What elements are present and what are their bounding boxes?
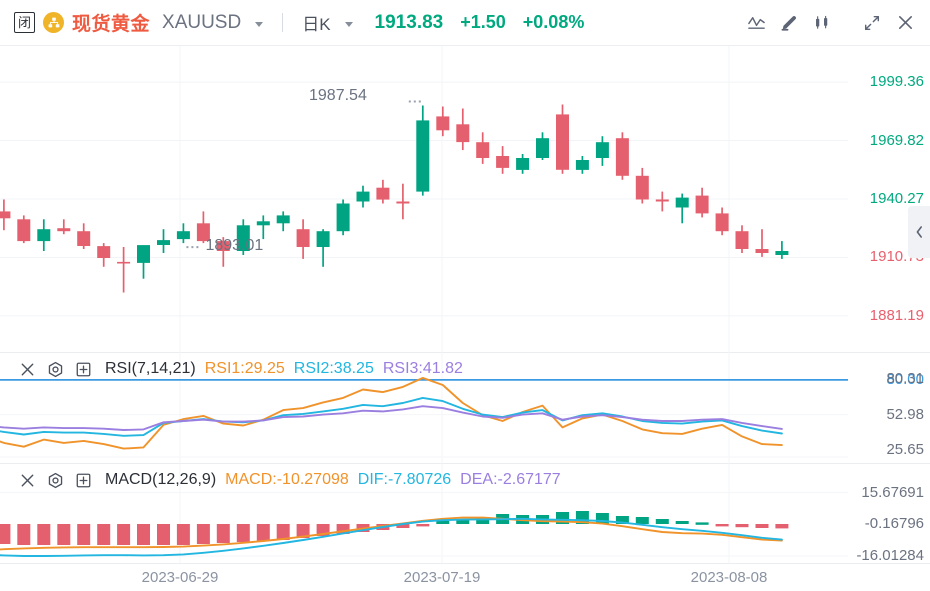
- rsi-axis-label: 25.65: [886, 440, 924, 458]
- dif-value: DIF:-7.80726: [357, 471, 452, 488]
- macd-legend: MACD(12,26,9) MACD:-10.27098 DIF:-7.8072…: [0, 467, 561, 493]
- rsi-settings-icon[interactable]: [46, 360, 65, 379]
- macd-add-icon[interactable]: [74, 471, 93, 490]
- macd-name: MACD(12,26,9): [105, 471, 217, 488]
- compare-candles-icon[interactable]: [807, 8, 837, 38]
- price-axis-label: 1940.27: [869, 190, 924, 207]
- close-panel-logo[interactable]: 闭: [14, 12, 35, 33]
- macd-axis-label: 15.67691: [861, 483, 924, 501]
- chevron-left-icon[interactable]: [908, 206, 930, 258]
- low-price-label: 1893.01: [205, 237, 264, 255]
- chart-header: 闭 现货黄金 XAUUSD 日K 1913.83 +1.50 +0.08%: [0, 0, 930, 46]
- rsi-name: RSI(7,14,21): [105, 360, 196, 377]
- symbol-name-cn: 现货黄金: [72, 14, 151, 35]
- rsi-panel[interactable]: RSI(7,14,21) RSI1:29.25 RSI2:38.25 RSI3:…: [0, 352, 930, 463]
- header-divider: [282, 13, 284, 32]
- rsi1-value: RSI1:29.25: [204, 360, 285, 377]
- macd-axis-label: -0.16796: [864, 515, 924, 533]
- rsi-close-icon[interactable]: [18, 360, 37, 379]
- period-label[interactable]: 日K: [302, 15, 331, 34]
- last-price: 1913.83: [374, 11, 444, 33]
- macd-plot: [0, 463, 848, 563]
- fullscreen-icon[interactable]: [857, 8, 887, 38]
- rsi3-value: RSI3:41.82: [382, 360, 463, 377]
- time-axis-label: 2023-07-19: [403, 569, 481, 586]
- symbol-info: 闭 现货黄金 XAUUSD 日K 1913.83 +1.50 +0.08%: [0, 9, 584, 36]
- candlestick-plot: [0, 46, 848, 352]
- indicator-icon[interactable]: [741, 8, 771, 38]
- price-axis-label: 1969.82: [869, 131, 924, 149]
- macd-settings-icon[interactable]: [46, 471, 65, 490]
- rsi-legend: RSI(7,14,21) RSI1:29.25 RSI2:38.25 RSI3:…: [0, 356, 463, 382]
- rsi-plot: [0, 352, 848, 463]
- symbol-dropdown-caret-icon[interactable]: [255, 21, 264, 27]
- rsi-axis-label: 52.98: [886, 405, 924, 423]
- candlestick-panel[interactable]: 1987.54 1893.01 1999.36 1969.82 1940.27 191…: [0, 46, 930, 352]
- time-axis-label: 2023-06-29: [141, 569, 219, 586]
- period-dropdown-caret-icon[interactable]: [344, 21, 353, 27]
- panel-divider-2: [0, 463, 930, 464]
- rsi-axis-label: 80.31: [886, 370, 924, 388]
- price-axis-label: 1881.19: [869, 306, 924, 324]
- price-axis-label: 1999.36: [869, 73, 924, 91]
- high-price-label: 1987.54: [309, 87, 367, 105]
- macd-value: MACD:-10.27098: [225, 471, 349, 488]
- gold-coin-icon: [43, 12, 64, 33]
- draw-icon[interactable]: [774, 8, 804, 38]
- dea-value: DEA:-2.67177: [460, 471, 561, 488]
- macd-panel[interactable]: MACD(12,26,9) MACD:-10.27098 DIF:-7.8072…: [0, 463, 930, 565]
- rsi-axis-label: 80.00: [886, 370, 924, 388]
- macd-axis-label: -16.01284: [856, 547, 924, 565]
- header-toolbar: [741, 8, 930, 38]
- price-change: +1.50: [460, 12, 506, 32]
- price-change-percent: +0.08%: [522, 12, 585, 32]
- rsi2-value: RSI2:38.25: [293, 360, 374, 377]
- rsi-add-icon[interactable]: [74, 360, 93, 379]
- macd-close-icon[interactable]: [18, 471, 37, 490]
- close-icon[interactable]: [890, 8, 920, 38]
- panel-divider-1: [0, 352, 930, 353]
- symbol-code: XAUUSD: [162, 11, 242, 33]
- chart-body[interactable]: 1987.54 1893.01 1999.36 1969.82 1940.27 191…: [0, 46, 930, 591]
- time-axis-label: 2023-08-08: [690, 569, 768, 586]
- time-axis: 2023-06-29 2023-07-19 2023-08-08: [0, 563, 930, 591]
